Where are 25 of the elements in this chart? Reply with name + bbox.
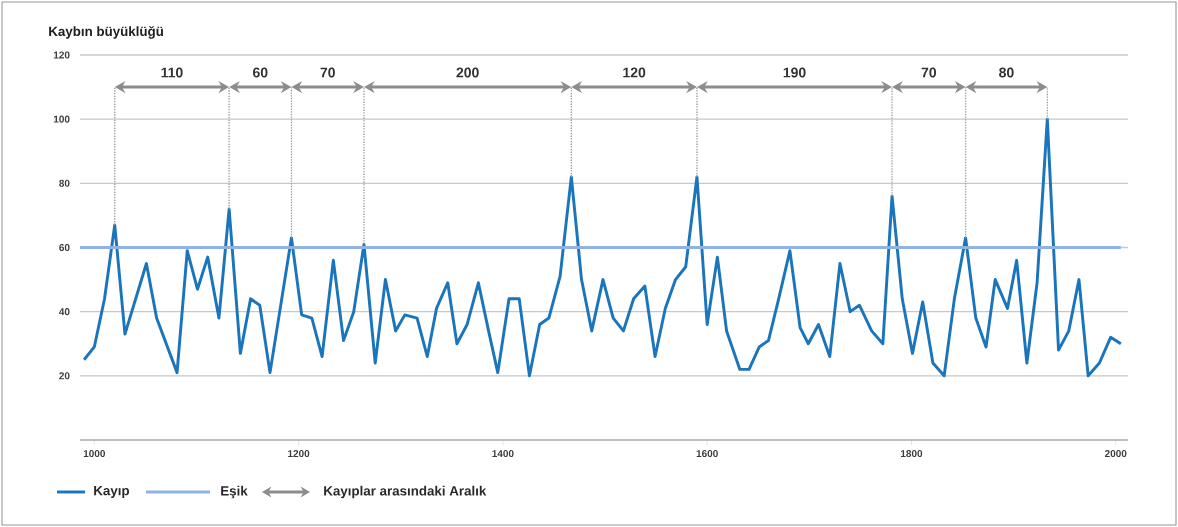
annotation: 110 [161, 67, 183, 78]
x-tick-label: 1000 [83, 450, 106, 458]
y-tick-label: 100 [53, 115, 70, 123]
x-tick-label: 1800 [900, 450, 923, 458]
y-tick-label: 120 [53, 51, 70, 59]
annotation: 70 [921, 67, 937, 78]
annotation: 200 [456, 67, 479, 78]
y-tick-label: 80 [59, 179, 70, 187]
x-tick-label: 1200 [288, 450, 310, 458]
legend-label: Eşik [221, 485, 248, 499]
annotation: 120 [623, 67, 646, 78]
x-tick-label: 1400 [492, 450, 514, 458]
line-series [82, 117, 1123, 378]
x-tick-label: 2000 [1104, 450, 1127, 458]
annotation: 190 [783, 67, 806, 78]
annotation: 60 [253, 67, 268, 78]
annotation: 80 [999, 67, 1014, 78]
y-tick-label: 20 [59, 372, 70, 380]
y-tick-label: 60 [59, 243, 70, 252]
y-tick-label: 40 [58, 308, 70, 316]
text: Kayıplar arasındaki Aralık [324, 485, 487, 499]
annotation: 70 [320, 67, 335, 78]
y-axis-title: Kaybın büyüklüğü [49, 26, 163, 39]
legend-label: Kayıp [94, 486, 130, 498]
x-tick-label: 1600 [696, 450, 718, 458]
